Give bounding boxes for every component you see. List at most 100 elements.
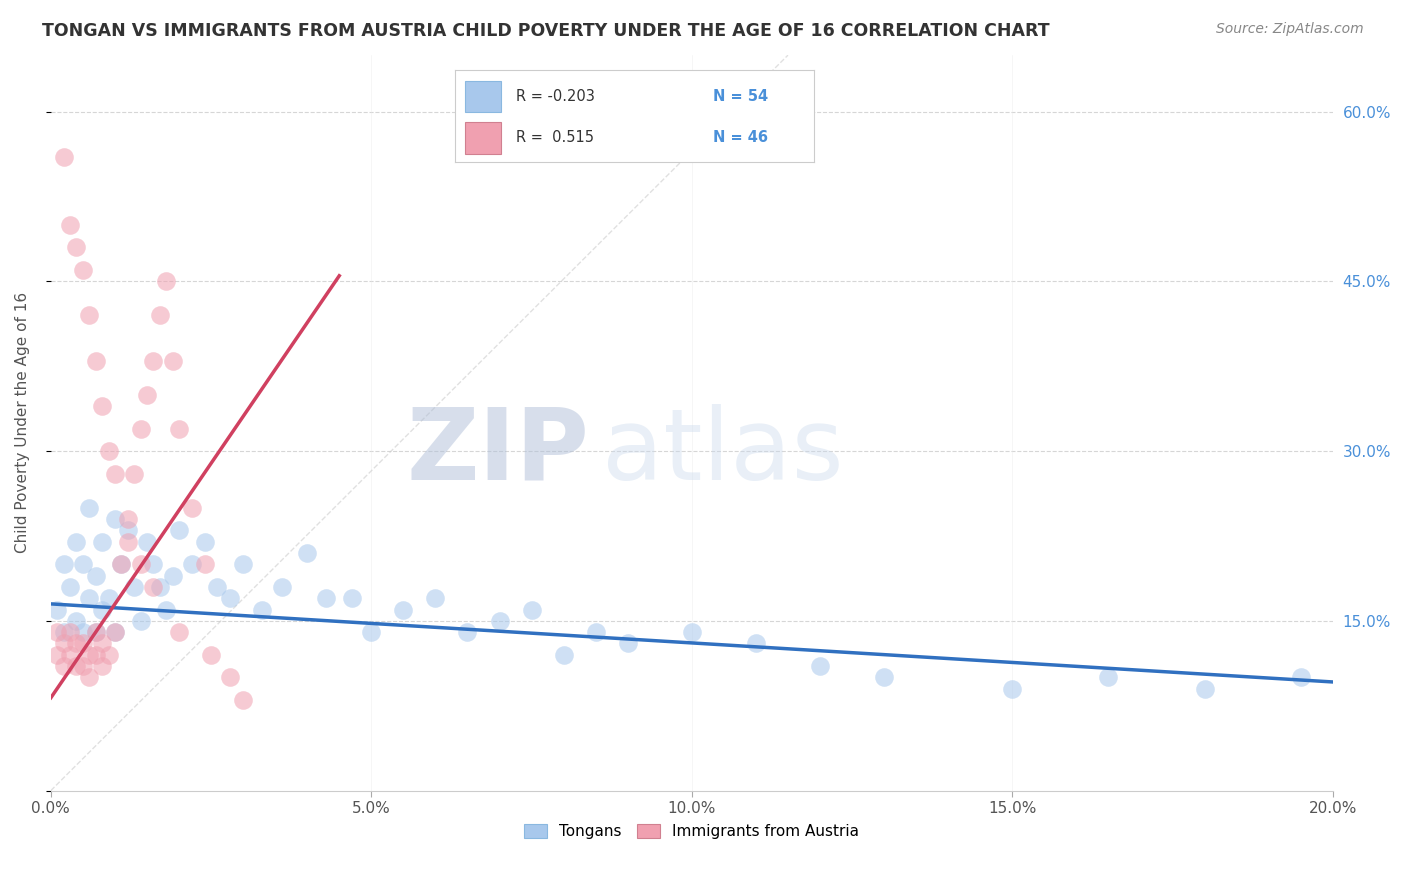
Point [110, 558, 132, 572]
Point [122, 580, 145, 594]
Point [46, 625, 69, 640]
Point [91, 534, 114, 549]
Point [72, 263, 94, 277]
Point [104, 625, 127, 640]
Point [392, 602, 415, 616]
Point [315, 591, 337, 606]
Point [553, 648, 575, 662]
Point [122, 467, 145, 481]
Point [167, 421, 190, 435]
Point [52, 659, 75, 673]
Point [149, 309, 172, 323]
Point [59, 580, 82, 594]
Point [59, 218, 82, 232]
Text: atlas: atlas [602, 404, 844, 500]
Point [873, 670, 896, 684]
Point [104, 625, 127, 640]
Point [65, 240, 87, 254]
Point [52, 625, 75, 640]
Point [1194, 681, 1216, 696]
Point [91, 636, 114, 650]
Point [79, 648, 101, 662]
Point [72, 659, 94, 673]
Point [72, 636, 94, 650]
Point [97, 648, 120, 662]
Point [91, 399, 114, 413]
Point [456, 625, 478, 640]
Point [200, 648, 222, 662]
Point [84, 648, 107, 662]
Point [585, 625, 607, 640]
Point [207, 580, 229, 594]
Point [136, 387, 159, 401]
Point [72, 558, 94, 572]
Point [167, 524, 190, 538]
Point [104, 467, 127, 481]
Point [616, 636, 638, 650]
Point [1289, 670, 1312, 684]
Point [65, 614, 87, 628]
Point [72, 625, 94, 640]
Point [65, 534, 87, 549]
Point [194, 534, 217, 549]
Point [129, 558, 152, 572]
Point [808, 659, 831, 673]
Point [162, 353, 184, 368]
Point [129, 614, 152, 628]
Point [232, 558, 254, 572]
Point [194, 558, 217, 572]
Point [142, 353, 165, 368]
Point [46, 602, 69, 616]
Point [84, 625, 107, 640]
Text: TONGAN VS IMMIGRANTS FROM AUSTRIA CHILD POVERTY UNDER THE AGE OF 16 CORRELATION : TONGAN VS IMMIGRANTS FROM AUSTRIA CHILD … [42, 22, 1050, 40]
Point [136, 534, 159, 549]
Point [84, 625, 107, 640]
Point [52, 150, 75, 164]
Point [155, 275, 177, 289]
Point [340, 591, 363, 606]
Point [745, 636, 768, 650]
Point [520, 602, 543, 616]
Y-axis label: Child Poverty Under the Age of 16: Child Poverty Under the Age of 16 [15, 293, 30, 553]
Point [360, 625, 382, 640]
Point [84, 568, 107, 582]
Point [1001, 681, 1024, 696]
Point [252, 602, 274, 616]
Point [91, 602, 114, 616]
Point [97, 444, 120, 458]
Point [59, 625, 82, 640]
Point [488, 614, 510, 628]
Point [270, 580, 292, 594]
Point [65, 636, 87, 650]
Point [681, 625, 703, 640]
Point [180, 558, 202, 572]
Legend: Tongans, Immigrants from Austria: Tongans, Immigrants from Austria [519, 818, 866, 846]
Text: Source: ZipAtlas.com: Source: ZipAtlas.com [1216, 22, 1364, 37]
Point [1097, 670, 1119, 684]
Point [167, 625, 190, 640]
Point [84, 353, 107, 368]
Point [162, 568, 184, 582]
Point [155, 602, 177, 616]
Point [117, 512, 139, 526]
Point [180, 500, 202, 515]
Point [219, 591, 242, 606]
Point [149, 580, 172, 594]
Point [52, 636, 75, 650]
Point [104, 512, 127, 526]
Point [117, 534, 139, 549]
Point [110, 558, 132, 572]
Point [79, 591, 101, 606]
Point [142, 558, 165, 572]
Point [91, 659, 114, 673]
Point [142, 580, 165, 594]
Point [79, 309, 101, 323]
Point [52, 558, 75, 572]
Point [117, 524, 139, 538]
Point [297, 546, 319, 560]
Point [46, 648, 69, 662]
Point [65, 659, 87, 673]
Point [232, 693, 254, 707]
Point [97, 591, 120, 606]
Point [79, 500, 101, 515]
